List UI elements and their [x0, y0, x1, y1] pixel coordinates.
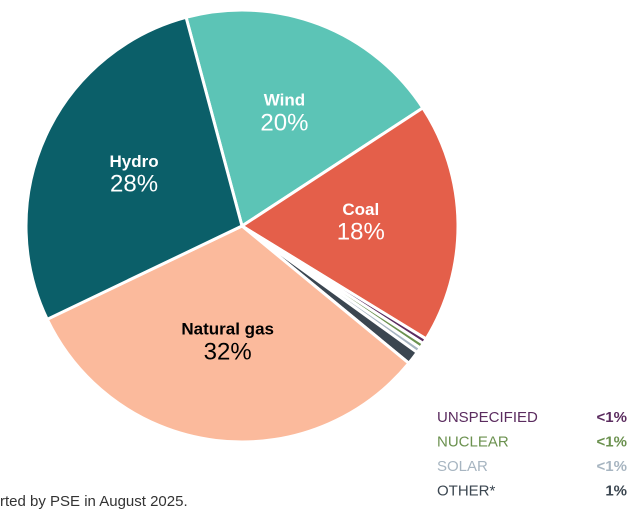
- slice-value: 28%: [110, 171, 158, 198]
- legend-label: NUCLEAR: [437, 433, 509, 450]
- pie-slice: [24, 15, 244, 321]
- legend-value: 1%: [605, 482, 627, 499]
- legend-label: OTHER*: [437, 482, 496, 499]
- legend-label: UNSPECIFIED: [437, 409, 538, 426]
- slice-label: Coal: [342, 200, 379, 219]
- slice-label: Wind: [264, 91, 305, 110]
- legend-value: <1%: [597, 433, 627, 450]
- pie-slice: [184, 8, 425, 228]
- slice-label: Hydro: [110, 152, 159, 171]
- slice-value: 20%: [260, 109, 308, 136]
- pie-slice: [45, 224, 411, 444]
- legend-label: SOLAR: [437, 458, 488, 475]
- legend-value: <1%: [597, 458, 627, 475]
- slice-value: 32%: [204, 338, 252, 365]
- slice-value: 18%: [337, 219, 385, 246]
- legend-value: <1%: [597, 409, 627, 426]
- footnote: rted by PSE in August 2025.: [0, 493, 188, 510]
- slice-label: Natural gas: [181, 319, 274, 338]
- pie-slice: [240, 106, 460, 341]
